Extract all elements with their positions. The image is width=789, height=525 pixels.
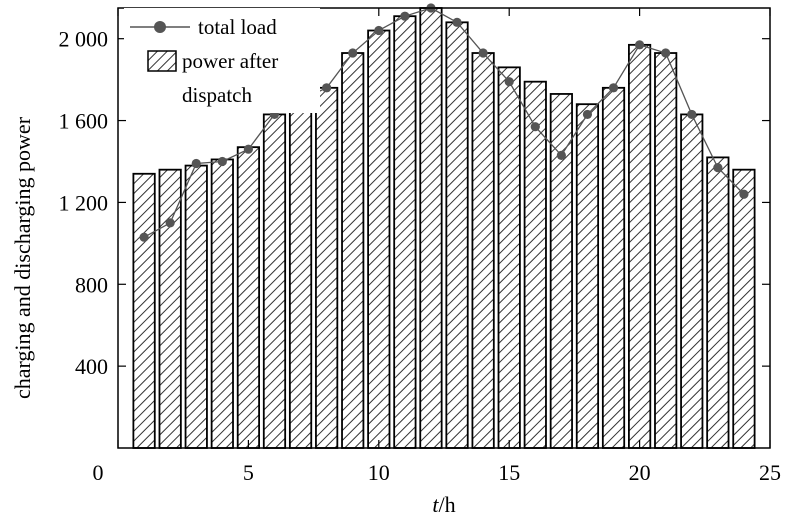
bar	[706, 156, 730, 449]
bar	[575, 103, 600, 449]
x-tick-label: 0	[93, 460, 104, 485]
legend: total load power after dispatch	[124, 8, 320, 113]
bar	[236, 146, 260, 449]
bar	[601, 86, 626, 449]
x-tick-label: 15	[498, 460, 520, 485]
bar	[315, 86, 339, 449]
y-tick-label: 800	[75, 272, 108, 297]
total-load-point	[191, 158, 201, 169]
bar	[732, 168, 756, 449]
total-load-point	[374, 25, 384, 36]
bar	[158, 168, 182, 449]
ticks-layer: 0 5 10 15 20 25 400 800 1 200 1 600 2 000	[59, 8, 781, 485]
total-load-point	[635, 40, 645, 50]
total-load-point	[452, 17, 462, 27]
bar	[393, 15, 417, 449]
total-load-point	[348, 48, 358, 58]
bar	[367, 29, 391, 449]
total-load-point	[608, 83, 619, 93]
total-load-point	[322, 83, 332, 93]
y-tick-label: 1 600	[59, 109, 109, 134]
total-load-point	[661, 48, 671, 58]
y-axis-label: charging and discharging power	[10, 116, 35, 399]
bar	[654, 52, 678, 449]
x-axis-label-italic: t	[432, 492, 439, 517]
x-axis-label: t/h	[432, 492, 455, 517]
plot-frame	[117, 7, 771, 449]
bar	[341, 52, 365, 449]
total-load-point	[556, 150, 566, 160]
bar	[184, 164, 208, 449]
total-load-point	[504, 77, 514, 87]
bar	[445, 21, 469, 449]
bar	[262, 113, 287, 449]
bar	[471, 52, 495, 449]
bar	[497, 66, 521, 449]
y-tick-label: 1 200	[59, 190, 109, 215]
legend-bar-label-line1: power after	[182, 49, 278, 73]
total-load-point	[478, 48, 488, 58]
total-load-point	[400, 11, 410, 21]
x-tick-label: 25	[759, 460, 781, 485]
bar	[132, 172, 156, 449]
total-load-point	[739, 189, 749, 199]
legend-line-label: total load	[198, 15, 277, 39]
bar	[288, 99, 313, 449]
bar	[523, 80, 547, 449]
total-load-point	[687, 109, 697, 120]
x-axis-label-unit: /h	[439, 492, 456, 517]
x-tick-label: 20	[629, 460, 651, 485]
total-load-point	[530, 122, 540, 132]
total-load-point	[217, 156, 227, 167]
axes-layer	[117, 7, 771, 449]
legend-bar-label-line2: dispatch	[182, 83, 252, 107]
total-load-point	[713, 163, 723, 173]
bars-layer	[132, 7, 756, 449]
total-load-point	[243, 144, 253, 154]
legend-bar-swatch	[147, 50, 177, 72]
y-tick-label: 400	[75, 354, 108, 379]
x-tick-label: 10	[368, 460, 390, 485]
total-load-point	[582, 109, 593, 120]
bar	[419, 7, 443, 449]
bar	[210, 158, 234, 449]
y-tick-label: 2 000	[59, 27, 109, 52]
total-load-point	[139, 232, 149, 242]
bar	[680, 113, 704, 449]
legend-marker-swatch	[154, 21, 166, 33]
x-tick-label: 5	[243, 460, 254, 485]
bar	[628, 43, 652, 449]
total-load-point	[165, 218, 175, 228]
